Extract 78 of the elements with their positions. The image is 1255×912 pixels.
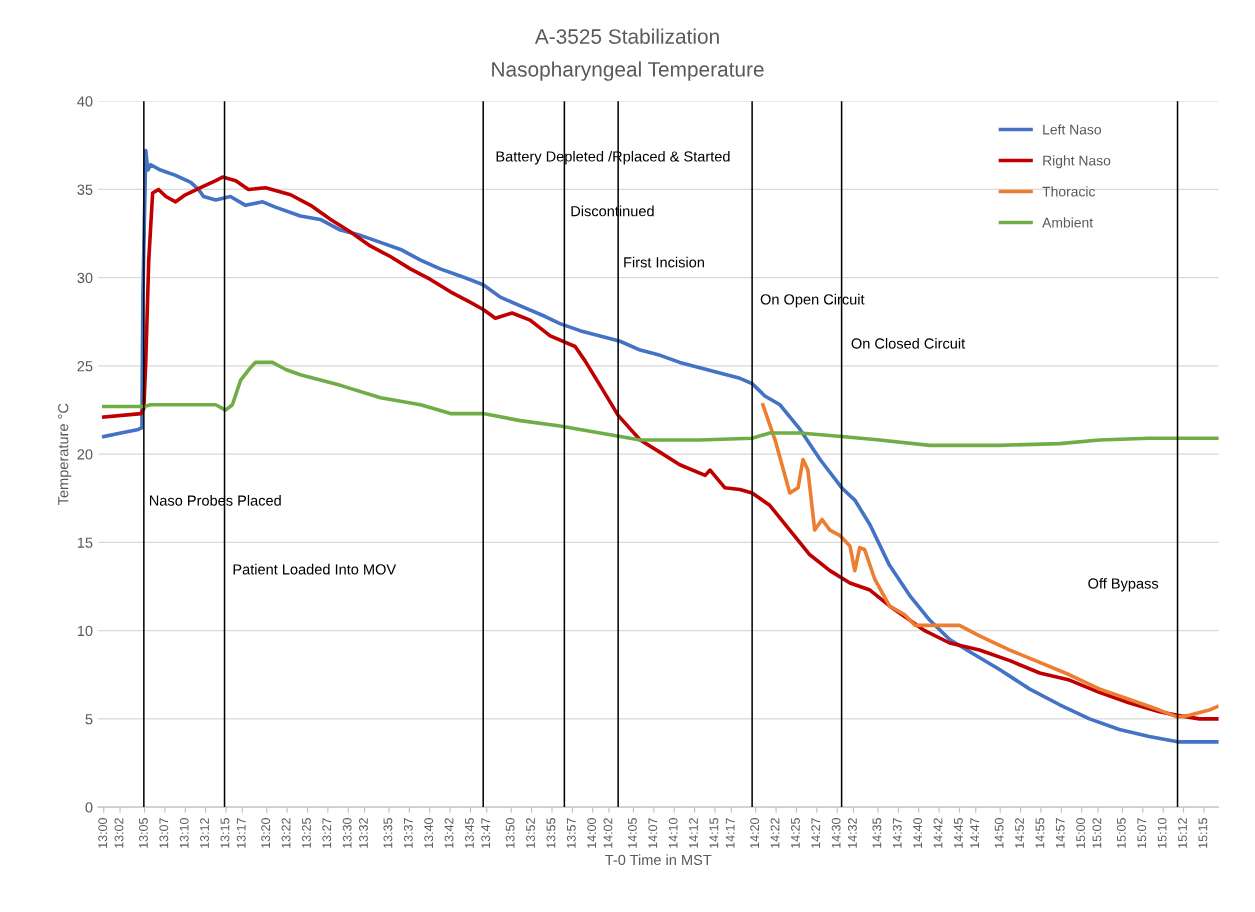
x-tick-label: 13:37 (403, 818, 413, 848)
annotation: On Closed Circuit (851, 337, 966, 349)
x-tick-label: 15:00 (1076, 818, 1086, 848)
y-tick-label: 5 (85, 714, 93, 725)
x-tick-label: 13:22 (281, 818, 291, 848)
x-tick-label: 15:12 (1178, 818, 1187, 848)
y-tick-label: 30 (77, 272, 93, 284)
chart-title: A-3525 Stabilization (534, 28, 719, 44)
x-tick-label: 14:02 (603, 818, 613, 848)
x-tick-label: 13:52 (526, 818, 535, 848)
x-tick-label: 14:32 (848, 818, 857, 848)
x-tick-label: 14:30 (831, 818, 841, 848)
x-tick-label: 14:35 (872, 818, 882, 848)
x-tick-label: 15:07 (1137, 818, 1147, 848)
x-tick-label: 13:10 (179, 818, 189, 848)
x-tick-label: 13:35 (383, 818, 393, 848)
x-tick-label: 13:02 (114, 818, 124, 848)
y-axis-title: Temperature °C (58, 403, 72, 505)
x-tick-label: 14:25 (790, 818, 800, 848)
y-tick-label: 0 (85, 802, 93, 813)
y-tick-label: 40 (77, 96, 93, 107)
x-tick-label: 13:45 (464, 818, 474, 848)
x-tick-label: 14:40 (913, 818, 923, 848)
x-tick-label: 13:55 (546, 818, 556, 848)
x-tick-label: 13:40 (424, 818, 434, 848)
y-tick-label: 15 (77, 537, 93, 548)
y-tick-label: 20 (77, 449, 93, 460)
x-tick-label: 13:05 (138, 818, 148, 848)
x-tick-label: 14:12 (689, 818, 698, 848)
x-tick-label: 13:15 (220, 818, 230, 848)
legend-label: Ambient (1042, 217, 1093, 228)
x-tick-label: 13:47 (481, 818, 491, 848)
y-tick-label: 35 (77, 184, 93, 195)
x-tick-label: 13:20 (261, 818, 271, 848)
legend-label: Left Naso (1043, 124, 1102, 135)
x-tick-label: 15:10 (1157, 818, 1167, 848)
x-tick-label: 14:27 (811, 818, 821, 848)
x-tick-label: 15:02 (1092, 818, 1102, 848)
y-tick-label: 25 (77, 361, 93, 372)
annotation: Patient Loaded Into MOV (233, 563, 397, 575)
y-tick-label: 10 (77, 625, 93, 637)
x-tick-label: 13:32 (359, 818, 368, 848)
x-tick-label: 13:12 (200, 818, 209, 848)
x-tick-label: 13:57 (566, 818, 576, 848)
x-tick-label: 14:17 (725, 818, 735, 848)
x-tick-label: 13:00 (98, 818, 108, 848)
x-tick-label: 14:15 (709, 818, 719, 848)
x-tick-label: 14:20 (750, 818, 760, 848)
legend-label: Right Naso (1043, 155, 1111, 169)
x-tick-label: 14:52 (1015, 818, 1024, 848)
x-tick-label: 14:47 (970, 818, 979, 848)
x-tick-label: 14:07 (648, 818, 658, 848)
x-tick-label: 14:05 (627, 818, 637, 848)
line-series (761, 402, 1219, 719)
x-tick-label: 14:42 (933, 818, 943, 848)
x-tick-label: 14:45 (954, 818, 963, 848)
chart-subtitle: Nasopharyngeal Temperature (492, 61, 764, 81)
x-tick-label: 13:50 (505, 818, 515, 848)
x-tick-label: 14:55 (1035, 818, 1045, 848)
x-tick-label: 14:37 (892, 818, 902, 848)
x-tick-label: 13:17 (236, 818, 246, 848)
legend-label: Thoracic (1042, 186, 1096, 197)
annotation: First Incision (624, 256, 704, 268)
x-tick-label: 14:50 (994, 818, 1004, 848)
x-tick-label: 14:10 (668, 818, 678, 848)
x-tick-label: 13:30 (342, 818, 352, 848)
line-series (101, 360, 1219, 448)
x-tick-label: 14:57 (1055, 818, 1065, 848)
x-tick-label: 15:05 (1116, 818, 1126, 848)
x-tick-label: 13:27 (322, 818, 332, 848)
x-tick-label: 15:15 (1198, 818, 1208, 848)
x-axis-title: T-0 Time in MST (605, 854, 712, 866)
x-tick-label: 14:00 (587, 818, 597, 848)
annotation: Off Bypass (1088, 577, 1159, 592)
x-tick-label: 13:07 (159, 818, 169, 848)
x-tick-label: 13:25 (302, 818, 311, 848)
x-tick-label: 13:42 (444, 818, 454, 848)
x-tick-label: 14:22 (770, 818, 780, 848)
